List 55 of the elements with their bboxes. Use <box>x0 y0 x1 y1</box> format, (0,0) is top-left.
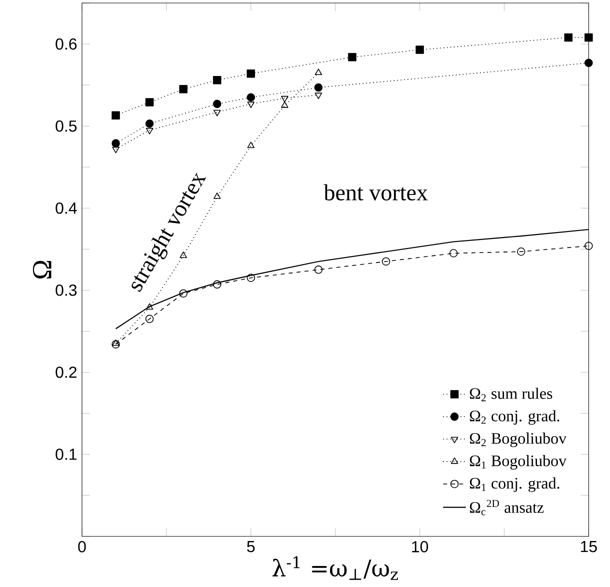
point <box>179 289 188 298</box>
point <box>112 340 120 348</box>
point <box>212 76 222 84</box>
point <box>382 257 390 266</box>
x-axis-title: λ$^{-1}$ =ω$_{⊥}$/ω$_{z}$ <box>272 556 398 580</box>
point <box>314 83 323 92</box>
point <box>314 266 323 274</box>
point <box>348 53 356 62</box>
legend-label: Ω$_{2}$ conj. grad. <box>470 410 560 425</box>
point <box>516 247 526 256</box>
point <box>314 68 322 76</box>
point <box>213 110 221 116</box>
annotation: bent vortex <box>324 184 428 200</box>
y-tick-label: 0.3 <box>56 284 77 296</box>
point <box>146 128 154 134</box>
point <box>145 98 154 106</box>
point <box>112 146 120 154</box>
legend-label: Ω$_{1}$ Bogoliubov <box>470 454 567 470</box>
point <box>564 33 573 42</box>
point <box>314 92 322 100</box>
x-tick-label: 5 <box>247 541 255 552</box>
point <box>212 280 222 289</box>
point <box>180 252 187 258</box>
y-tick-label: 0.6 <box>56 38 77 50</box>
point <box>246 69 256 78</box>
point <box>584 33 593 42</box>
point <box>584 242 593 250</box>
x-tick-label: 0 <box>78 541 86 552</box>
y-tick-label: 0.4 <box>56 202 77 214</box>
point <box>449 249 458 258</box>
y-tick-label: 0.2 <box>56 366 76 378</box>
y-tick-label: 0.1 <box>56 448 77 460</box>
point <box>112 139 120 148</box>
point <box>247 142 255 148</box>
y-axis-title: Ω <box>32 260 52 279</box>
legend-label: Ω$_{1}$ conj. grad. <box>470 477 560 492</box>
y-tick-label: 0.5 <box>56 120 77 132</box>
legend-label: Ω$_{2}$ sum rules <box>470 388 552 402</box>
x-tick-label: 10 <box>412 541 428 552</box>
point <box>112 111 120 120</box>
x-tick-label: 15 <box>580 541 597 552</box>
point <box>179 85 188 94</box>
point <box>145 314 154 324</box>
point <box>212 100 222 108</box>
point <box>213 192 221 199</box>
point <box>416 46 424 54</box>
legend-label: Ω$_{c}$$^{2D}$ ansatz <box>470 500 544 516</box>
point <box>112 339 120 346</box>
point <box>584 58 593 68</box>
point <box>246 274 256 282</box>
point <box>247 102 255 108</box>
point <box>145 119 154 128</box>
point <box>146 303 154 310</box>
point <box>246 93 256 102</box>
legend-label: Ω$_{2}$ Bogoliubov <box>470 432 567 448</box>
